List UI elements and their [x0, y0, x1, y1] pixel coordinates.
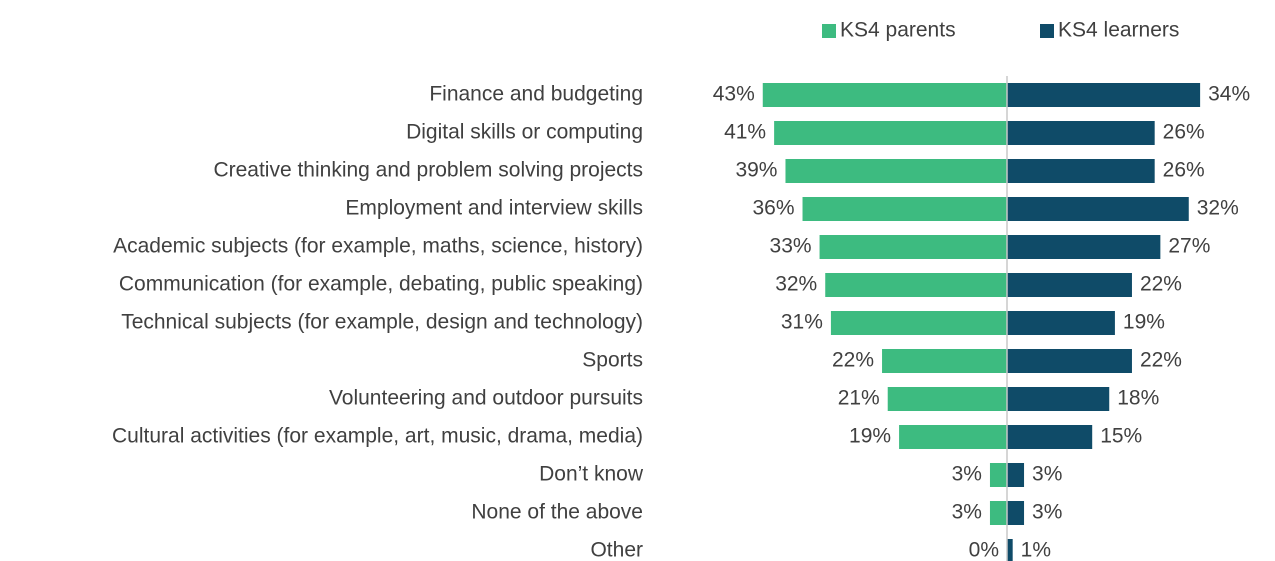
category-label: Digital skills or computing — [406, 121, 643, 144]
bar — [1007, 197, 1189, 221]
category-label: Creative thinking and problem solving pr… — [213, 159, 643, 182]
bar — [1007, 83, 1201, 107]
bar — [819, 235, 1007, 259]
value-label: 22% — [832, 349, 874, 372]
category-label: Volunteering and outdoor pursuits — [329, 387, 643, 410]
value-label: 32% — [1197, 197, 1239, 220]
value-label: 1% — [1021, 539, 1051, 561]
value-label: 31% — [781, 311, 823, 334]
value-label: 22% — [1140, 349, 1182, 372]
value-label: 39% — [735, 159, 777, 182]
value-label: 19% — [1123, 311, 1165, 334]
bar — [899, 425, 1007, 449]
bar — [774, 121, 1007, 145]
value-label: 32% — [775, 273, 817, 296]
category-label: Employment and interview skills — [345, 197, 643, 220]
value-label: 3% — [1032, 463, 1062, 486]
bar — [1007, 235, 1161, 259]
value-label: 19% — [849, 425, 891, 448]
category-label: Don’t know — [539, 463, 644, 486]
value-label: 18% — [1117, 387, 1159, 410]
category-label: Other — [590, 539, 643, 561]
bar — [1007, 463, 1025, 487]
bar — [1007, 501, 1025, 525]
category-label: Technical subjects (for example, design … — [121, 311, 643, 334]
value-label: 0% — [969, 539, 999, 561]
value-label: 27% — [1168, 235, 1210, 258]
value-label: 3% — [952, 463, 982, 486]
category-label: Communication (for example, debating, pu… — [119, 273, 643, 296]
legend-label: KS4 learners — [1058, 19, 1179, 42]
bar — [1007, 539, 1013, 561]
bar — [1007, 273, 1132, 297]
bar — [989, 501, 1007, 525]
value-label: 43% — [713, 83, 755, 106]
bar — [1007, 349, 1132, 373]
bar — [989, 463, 1007, 487]
value-label: 21% — [838, 387, 880, 410]
category-label: Sports — [582, 349, 643, 372]
bar — [825, 273, 1007, 297]
bar — [1007, 387, 1110, 411]
legend-swatch — [1040, 24, 1054, 38]
legend-swatch — [822, 24, 836, 38]
bar — [762, 83, 1007, 107]
value-label: 26% — [1163, 159, 1205, 182]
bar — [830, 311, 1007, 335]
bar — [1007, 311, 1115, 335]
value-label: 3% — [1032, 501, 1062, 524]
value-label: 41% — [724, 121, 766, 144]
bar — [785, 159, 1007, 183]
category-label: Academic subjects (for example, maths, s… — [113, 235, 643, 258]
value-label: 36% — [752, 197, 794, 220]
bar — [882, 349, 1007, 373]
value-label: 26% — [1163, 121, 1205, 144]
category-label: None of the above — [471, 501, 643, 524]
value-label: 34% — [1208, 83, 1250, 106]
value-label: 15% — [1100, 425, 1142, 448]
value-label: 3% — [952, 501, 982, 524]
bar — [1007, 159, 1155, 183]
value-label: 33% — [770, 235, 812, 258]
bar — [1007, 425, 1093, 449]
bar — [1007, 121, 1155, 145]
value-label: 22% — [1140, 273, 1182, 296]
category-label: Finance and budgeting — [429, 83, 643, 106]
category-label: Cultural activities (for example, art, m… — [112, 425, 643, 448]
bar — [802, 197, 1007, 221]
bar — [887, 387, 1007, 411]
legend-label: KS4 parents — [840, 19, 956, 42]
